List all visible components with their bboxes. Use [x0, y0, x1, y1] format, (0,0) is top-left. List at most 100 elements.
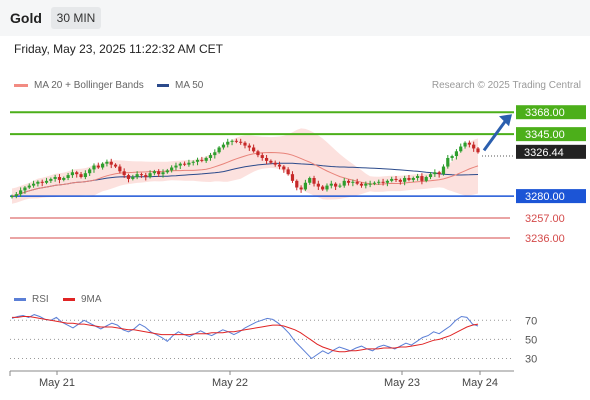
candle-body — [321, 186, 325, 190]
candle-body — [217, 147, 221, 153]
candle-body — [308, 177, 312, 183]
candle-body — [174, 165, 178, 168]
candle-body — [295, 180, 299, 188]
candle-body — [70, 172, 75, 176]
candle-body — [385, 180, 389, 183]
candle-body — [152, 171, 156, 174]
candle-body — [27, 185, 31, 188]
candle-body — [92, 165, 96, 170]
candle-body — [31, 183, 36, 186]
candle-body — [338, 185, 342, 187]
candle-body — [66, 175, 70, 178]
candle-body — [359, 183, 364, 186]
candle-body — [394, 178, 398, 180]
candle-body — [191, 161, 195, 163]
candle-body — [411, 177, 415, 180]
rsi-label: RSI — [32, 294, 49, 305]
candle-body — [415, 176, 420, 178]
x-tick-label: May 21 — [39, 377, 75, 389]
candle-body — [204, 157, 208, 161]
candle-body — [420, 176, 424, 181]
legend-rsi: RSI — [14, 294, 49, 305]
candle-body — [126, 175, 131, 179]
ma9-swatch — [63, 297, 75, 301]
candle-body — [226, 141, 230, 145]
level-label-3236.00: 3236.00 — [525, 233, 565, 245]
instrument-title: Gold — [10, 10, 42, 26]
candle-body — [325, 185, 329, 190]
candle-body — [139, 174, 144, 176]
candle-body — [165, 170, 169, 173]
candle-body — [19, 190, 23, 195]
rsi-tick-label: 70 — [525, 315, 537, 327]
candle-body — [463, 142, 467, 147]
candle-body — [49, 178, 53, 181]
level-label-3368.00: 3368.00 — [525, 107, 565, 119]
candle-body — [277, 164, 282, 167]
candle-body — [200, 159, 204, 161]
candle-body — [264, 157, 269, 161]
candle-body — [247, 145, 251, 148]
timestamp: Friday, May 23, 2025 11:22:32 AM CET — [14, 42, 223, 56]
candle-body — [424, 177, 428, 181]
candle-body — [88, 169, 92, 174]
candle-body — [437, 172, 441, 175]
candle-body — [243, 142, 247, 146]
candle-body — [36, 181, 40, 184]
candle-body — [282, 166, 286, 170]
candle-body — [101, 163, 105, 168]
rsi-tick-label: 30 — [525, 353, 537, 365]
candle-body — [23, 187, 27, 191]
ma20-swatch — [14, 83, 28, 87]
candle-body — [96, 165, 100, 168]
last-price-label-bg — [516, 144, 586, 159]
candle-body — [260, 155, 264, 158]
ma50-swatch — [157, 83, 169, 87]
candle-body — [187, 162, 191, 165]
chart-header: Gold 30 MIN — [0, 0, 590, 36]
timeframe-button[interactable]: 30 MIN — [51, 7, 101, 29]
candle-body — [398, 179, 402, 182]
candle-body — [118, 166, 122, 172]
candle-body — [381, 181, 385, 183]
candle-body — [334, 183, 338, 187]
candle-body — [372, 182, 377, 184]
candle-body — [208, 155, 213, 158]
candle-body — [230, 140, 234, 142]
rsi-tick-label: 50 — [525, 334, 537, 346]
candle-body — [329, 183, 333, 186]
candle-body — [342, 180, 346, 186]
ma9-line — [12, 316, 479, 353]
candle-body — [290, 174, 295, 181]
candle-body — [44, 180, 49, 183]
candle-body — [472, 144, 476, 149]
candle-body — [316, 183, 320, 187]
candle-body — [53, 177, 57, 179]
candle-body — [441, 166, 446, 175]
candle-body — [40, 181, 44, 183]
candle-body — [459, 146, 463, 152]
level-label-3345.00: 3345.00 — [525, 129, 565, 141]
candle-body — [113, 164, 118, 167]
target-arrow-shaft — [482, 119, 508, 152]
candle-body — [286, 169, 290, 175]
target-arrow-head — [499, 114, 512, 127]
candle-body — [446, 157, 450, 167]
candle-body — [256, 151, 260, 156]
candle-body — [135, 174, 139, 178]
candle-body — [355, 181, 359, 184]
ma50-label: MA 50 — [175, 80, 204, 91]
candle-body — [157, 171, 161, 175]
candle-body — [390, 178, 394, 181]
rsi-swatch — [14, 297, 26, 301]
last-price-label: 3326.44 — [524, 147, 564, 159]
candle-body — [182, 163, 187, 165]
candle-body — [57, 177, 62, 180]
candle-body — [269, 160, 273, 163]
candle-body — [79, 174, 83, 178]
candle-body — [148, 173, 152, 178]
candle-body — [75, 172, 79, 175]
candle-body — [161, 172, 165, 175]
candle-body — [433, 172, 437, 175]
candle-body — [221, 144, 226, 148]
